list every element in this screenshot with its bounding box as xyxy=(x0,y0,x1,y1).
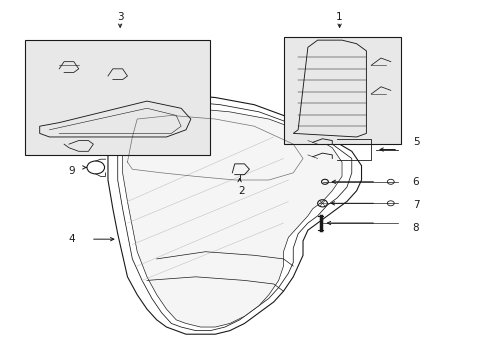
Text: 6: 6 xyxy=(412,177,419,187)
Polygon shape xyxy=(122,108,341,327)
Text: 8: 8 xyxy=(412,224,419,233)
Text: 3: 3 xyxy=(117,12,123,22)
Text: 2: 2 xyxy=(238,186,245,196)
Bar xyxy=(283,37,400,144)
Bar xyxy=(25,40,210,155)
Text: 1: 1 xyxy=(336,12,342,22)
Text: 9: 9 xyxy=(68,166,75,176)
Text: 7: 7 xyxy=(412,200,419,210)
Text: 4: 4 xyxy=(68,234,75,244)
Text: 5: 5 xyxy=(412,138,419,147)
